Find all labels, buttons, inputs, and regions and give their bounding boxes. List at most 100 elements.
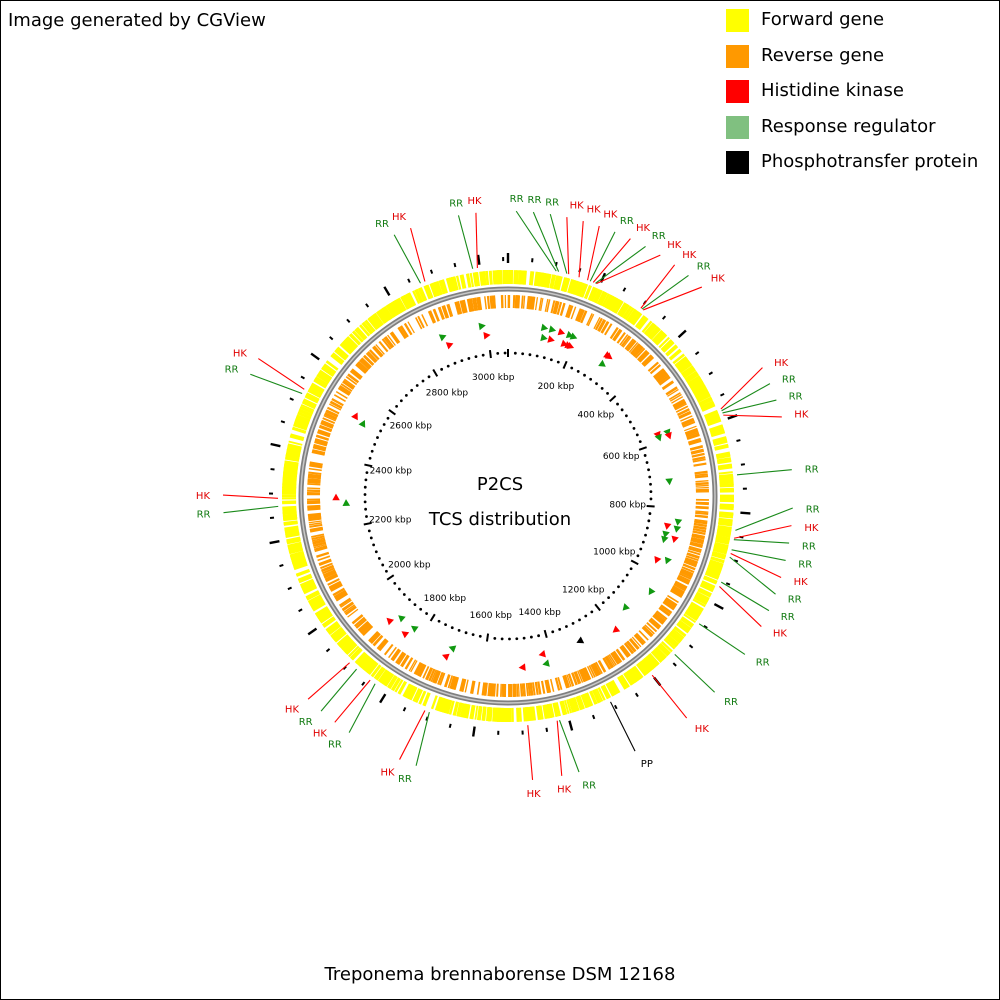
forward-gene xyxy=(691,383,706,393)
forward-gene xyxy=(703,576,718,585)
forward-gene xyxy=(635,315,646,328)
reverse-gene xyxy=(323,415,336,422)
reverse-gene xyxy=(337,387,350,396)
forward-gene xyxy=(295,416,310,425)
hk-marker xyxy=(401,631,410,639)
hk-label: HK xyxy=(392,212,407,223)
forward-gene xyxy=(467,273,472,288)
reverse-gene xyxy=(313,541,327,548)
forward-gene xyxy=(714,539,730,545)
reverse-gene xyxy=(333,394,346,403)
reverse-gene xyxy=(312,446,326,452)
forward-gene xyxy=(658,642,671,655)
reverse-gene xyxy=(400,325,409,338)
reverse-gene xyxy=(674,581,688,589)
reverse-gene xyxy=(433,308,440,322)
reverse-gene xyxy=(308,471,322,475)
forward-gene xyxy=(408,292,417,306)
rr-label: RR xyxy=(197,510,211,521)
ruler-dot xyxy=(590,610,594,614)
reverse-gene xyxy=(544,298,549,312)
outer-minor-tick xyxy=(325,648,331,653)
forward-gene xyxy=(695,591,710,601)
reverse-gene xyxy=(620,335,631,347)
reverse-gene xyxy=(481,682,485,696)
callout-line xyxy=(723,414,782,418)
ruler-dot xyxy=(413,603,417,606)
forward-gene xyxy=(704,410,719,419)
callout-line xyxy=(549,214,568,274)
forward-gene xyxy=(532,706,537,721)
ruler-dot xyxy=(467,357,471,360)
ruler-dot xyxy=(446,364,450,368)
forward-gene xyxy=(339,636,351,648)
forward-gene xyxy=(469,704,475,720)
forward-gene xyxy=(522,707,527,722)
hk-label: HK xyxy=(682,250,697,261)
reverse-gene xyxy=(675,405,689,413)
forward-gene xyxy=(312,602,326,612)
reverse-gene xyxy=(474,297,478,311)
reverse-gene xyxy=(688,547,702,554)
reverse-gene xyxy=(351,368,363,379)
reverse-gene xyxy=(624,338,635,350)
reverse-gene xyxy=(428,668,436,682)
ruler-dot xyxy=(374,550,378,554)
outer-minor-tick xyxy=(329,336,334,341)
forward-gene xyxy=(284,456,300,462)
rr-marker xyxy=(540,323,549,331)
forward-gene xyxy=(698,396,712,405)
reverse-gene xyxy=(448,303,454,317)
reverse-gene xyxy=(447,675,454,689)
ruler-dot xyxy=(399,399,403,403)
reverse-gene xyxy=(359,622,371,634)
reverse-gene xyxy=(379,640,389,652)
forward-gene xyxy=(293,424,308,431)
ruler-dot xyxy=(365,515,368,518)
reverse-gene xyxy=(662,381,675,391)
reverse-gene xyxy=(688,439,702,446)
forward-gene xyxy=(597,290,606,305)
forward-gene xyxy=(282,481,297,486)
ruler-dot xyxy=(365,471,369,475)
forward-gene xyxy=(563,699,570,714)
ruler-dot xyxy=(376,436,379,439)
reverse-gene xyxy=(685,430,699,437)
forward-gene xyxy=(438,279,446,295)
hk-marker xyxy=(442,653,450,661)
reverse-gene xyxy=(689,542,703,548)
reverse-gene xyxy=(534,297,539,311)
reverse-gene xyxy=(404,657,413,670)
hk-label: HK xyxy=(313,729,328,740)
forward-gene xyxy=(330,627,344,639)
forward-gene xyxy=(296,414,311,422)
forward-gene xyxy=(333,630,346,641)
reverse-gene xyxy=(437,671,444,685)
outer-minor-tick xyxy=(346,318,351,324)
rr-marker xyxy=(448,645,457,653)
reverse-gene xyxy=(324,573,338,581)
ruler-dot xyxy=(395,404,398,408)
backbone-highlight xyxy=(300,288,716,704)
ruler-dot xyxy=(628,420,632,424)
rr-marker xyxy=(438,334,447,342)
forward-gene xyxy=(465,704,470,719)
ruler-dot xyxy=(503,351,507,355)
reverse-gene xyxy=(607,654,616,667)
forward-gene xyxy=(524,707,529,722)
reverse-gene xyxy=(368,630,379,642)
reverse-gene xyxy=(492,295,496,309)
forward-gene xyxy=(349,647,362,660)
ruler-dot xyxy=(645,526,649,530)
reverse-gene xyxy=(658,606,671,616)
forward-gene xyxy=(373,666,384,680)
forward-gene xyxy=(382,306,393,320)
forward-gene xyxy=(283,467,298,472)
forward-gene xyxy=(415,288,424,303)
reverse-gene xyxy=(685,555,699,562)
reverse-gene xyxy=(399,325,409,338)
forward-gene xyxy=(692,598,706,608)
reverse-gene xyxy=(615,649,625,661)
callout-line xyxy=(566,217,570,275)
reverse-gene xyxy=(472,298,476,312)
